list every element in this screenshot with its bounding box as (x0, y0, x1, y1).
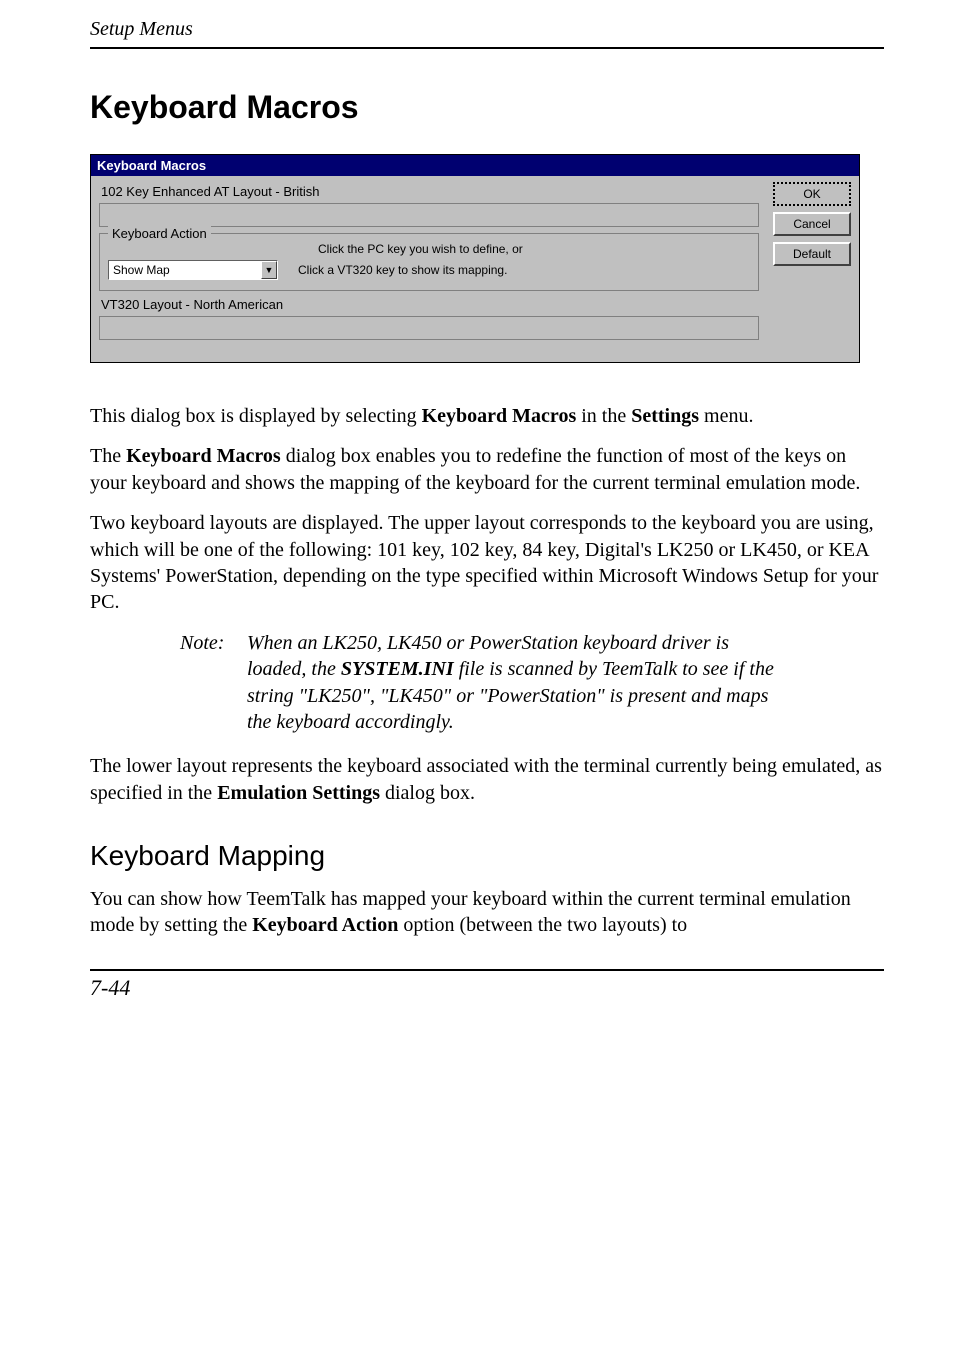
lower-keyboard (99, 316, 759, 340)
upper-keyboard (99, 203, 759, 227)
text-bold: Keyboard Macros (422, 405, 577, 427)
paragraph: Two keyboard layouts are displayed. The … (90, 510, 884, 616)
page-folio: 7-44 (90, 969, 884, 1001)
text: menu. (699, 405, 753, 427)
text: option (between the two layouts) to (398, 914, 687, 936)
running-head: Setup Menus (90, 18, 884, 49)
hint-show: Click a VT320 key to show its mapping. (298, 263, 507, 277)
paragraph: This dialog box is displayed by selectin… (90, 403, 884, 429)
paragraph: The Keyboard Macros dialog box enables y… (90, 443, 884, 496)
text: in the (576, 405, 631, 427)
page-title: Keyboard Macros (90, 89, 884, 126)
keyboard-macros-dialog: Keyboard Macros OK Cancel Default 102 Ke… (90, 154, 860, 363)
text-bold: Emulation Settings (217, 782, 380, 804)
dialog-titlebar: Keyboard Macros (91, 155, 859, 176)
upper-layout-label: 102 Key Enhanced AT Layout - British (101, 184, 851, 199)
ok-button[interactable]: OK (773, 182, 851, 206)
text: The lower layout represents the keyboard… (90, 755, 882, 803)
paragraph: You can show how TeemTalk has mapped you… (90, 886, 884, 939)
hint-define: Click the PC key you wish to define, or (318, 242, 750, 256)
text: dialog box. (380, 782, 475, 804)
paragraph: The lower layout represents the keyboard… (90, 753, 884, 806)
note-text: When an LK250, LK450 or PowerStation key… (247, 630, 777, 736)
section-heading: Keyboard Mapping (90, 840, 884, 872)
cancel-button[interactable]: Cancel (773, 212, 851, 236)
default-button[interactable]: Default (773, 242, 851, 266)
keyboard-action-legend: Keyboard Action (108, 226, 211, 241)
text: This dialog box is displayed by selectin… (90, 405, 422, 427)
text-bold: Keyboard Action (252, 914, 398, 936)
text: The (90, 445, 126, 467)
note-block: Note: When an LK250, LK450 or PowerStati… (180, 630, 884, 736)
text-bold: Settings (631, 405, 699, 427)
text-bold: Keyboard Macros (126, 445, 281, 467)
keyboard-action-select[interactable]: Show Map ▼ (108, 260, 278, 280)
keyboard-action-fieldset: Keyboard Action Click the PC key you wis… (99, 233, 759, 291)
text-bold-italic: SYSTEM.INI (341, 658, 454, 680)
keyboard-action-value: Show Map (113, 263, 170, 277)
lower-layout-label: VT320 Layout - North American (101, 297, 851, 312)
chevron-down-icon: ▼ (261, 261, 277, 279)
note-label: Note: (180, 630, 242, 656)
